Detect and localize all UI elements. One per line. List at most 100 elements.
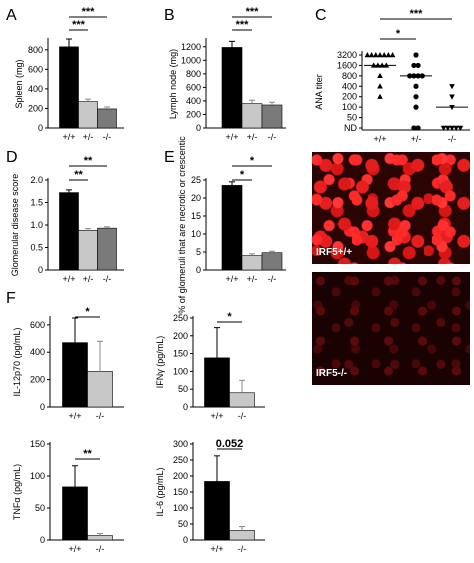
a-bar	[78, 101, 98, 129]
f1-ytick-label: 0	[40, 402, 45, 412]
e-sig-label: *	[240, 169, 245, 181]
panel-letter-f: F	[6, 290, 16, 307]
f3-xtick-label: -/-	[96, 544, 105, 554]
b-xtick-label: +/-	[247, 132, 258, 142]
f2-xtick-label: +/+	[210, 411, 223, 421]
f4-xtick-label: -/-	[238, 544, 247, 554]
e-bar	[261, 252, 283, 271]
f3-ytick-label: 0	[40, 535, 45, 545]
f4-ytick-label: 250	[173, 455, 188, 465]
a-bar	[97, 108, 117, 129]
f1-sig-label: *	[85, 306, 90, 318]
b-sig-label: ***	[246, 6, 260, 18]
a-ytick-label: 200	[28, 103, 43, 113]
c-ylabel: ANA titer	[314, 74, 324, 110]
c-point	[411, 125, 417, 131]
e-xtick-label: +/-	[247, 274, 258, 284]
a-ylabel: Spleen (mg)	[14, 59, 24, 108]
a-xtick-label: +/+	[62, 132, 75, 142]
d-bar	[97, 227, 117, 271]
f4-bar	[204, 481, 230, 541]
f4-bar	[229, 530, 255, 541]
f2-ytick-label: 0	[183, 402, 188, 412]
f2-ytick-label: 150	[173, 349, 188, 359]
e-xtick-label: -/-	[268, 274, 277, 284]
micrograph-label-ko: IRF5-/-	[316, 368, 348, 379]
f3-ytick-label: 50	[35, 503, 45, 513]
d-xtick-label: +/+	[62, 274, 75, 284]
b-ytick-label: 800	[186, 69, 201, 79]
d-sig-label: **	[74, 169, 83, 181]
b-ytick-label: 0	[196, 123, 201, 133]
micrograph-label-wt: IRF5+/+	[316, 247, 353, 258]
c-ytick-label: 1600	[337, 60, 357, 70]
b-ylabel: Lymph node (mg)	[168, 49, 178, 119]
d-ytick-label: 0	[38, 265, 43, 275]
a-ytick-label: 600	[28, 64, 43, 74]
e-ytick-label: 5	[196, 247, 201, 257]
micrograph-irf5-wt: IRF5+/+	[312, 152, 470, 264]
c-point	[413, 83, 419, 89]
c-xtick-label: +/+	[373, 134, 386, 144]
e-ylabel: % of glomeruli that are necrotic or cres…	[177, 136, 187, 314]
b-ytick-label: 400	[186, 96, 201, 106]
c-point	[449, 125, 455, 131]
f1-ytick-label: 400	[30, 347, 45, 357]
f3-ylabel: TNFα (pg/mL)	[12, 464, 22, 520]
e-ytick-label: 10	[191, 229, 201, 239]
f1-bar	[62, 342, 88, 408]
micrograph-irf5-ko: IRF5-/-	[312, 272, 470, 385]
panel-letter-c: C	[315, 7, 327, 24]
e-bar	[241, 255, 263, 271]
c-ytick-label: 800	[342, 71, 357, 81]
e-sig-label: *	[250, 155, 255, 167]
b-bar	[241, 103, 263, 129]
c-point	[453, 125, 459, 131]
f4-ytick-label: 100	[173, 503, 188, 513]
b-xtick-label: +/+	[225, 132, 238, 142]
c-point	[415, 125, 421, 131]
f3-ytick-label: 100	[30, 471, 45, 481]
f4-ylabel: IL-6 (pg/mL)	[155, 467, 165, 516]
d-sig-label: **	[84, 155, 93, 167]
f1-bar	[87, 371, 113, 408]
c-point	[373, 52, 379, 58]
f2-bar	[204, 357, 230, 408]
c-ytick-label: 100	[342, 102, 357, 112]
a-xtick-label: +/-	[83, 132, 94, 142]
b-ytick-label: 600	[186, 82, 201, 92]
panel-letter-b: B	[164, 7, 175, 24]
f2-ytick-label: 250	[173, 313, 188, 323]
b-bar	[221, 47, 243, 129]
f4-xtick-label: +/+	[210, 544, 223, 554]
f2-sig-label: *	[227, 311, 232, 323]
f4-ytick-label: 200	[173, 471, 188, 481]
f4-ytick-label: 50	[178, 519, 188, 529]
panel-letter-d: D	[6, 149, 18, 166]
e-ytick-label: 0	[196, 265, 201, 275]
f1-ytick-label: 200	[30, 375, 45, 385]
c-point	[449, 94, 455, 100]
d-xtick-label: +/-	[83, 274, 94, 284]
b-bar	[261, 104, 283, 129]
c-point	[413, 52, 419, 58]
b-ytick-label: 1200	[181, 42, 201, 52]
c-point	[364, 52, 371, 58]
c-point	[377, 93, 383, 99]
a-bar	[59, 46, 79, 129]
f1-xtick-label: -/-	[96, 411, 105, 421]
c-point	[449, 84, 455, 90]
e-ytick-label: 20	[191, 193, 201, 203]
d-bar	[59, 192, 79, 271]
c-point	[445, 125, 451, 131]
f4-ytick-label: 300	[173, 439, 188, 449]
e-xtick-label: +/+	[225, 274, 238, 284]
a-ytick-label: 400	[28, 84, 43, 94]
c-point	[368, 52, 375, 58]
c-point	[440, 125, 447, 131]
f3-xtick-label: +/+	[68, 544, 81, 554]
e-bar	[221, 185, 243, 271]
d-ytick-label: 1.5	[30, 198, 43, 208]
c-point	[377, 83, 383, 89]
